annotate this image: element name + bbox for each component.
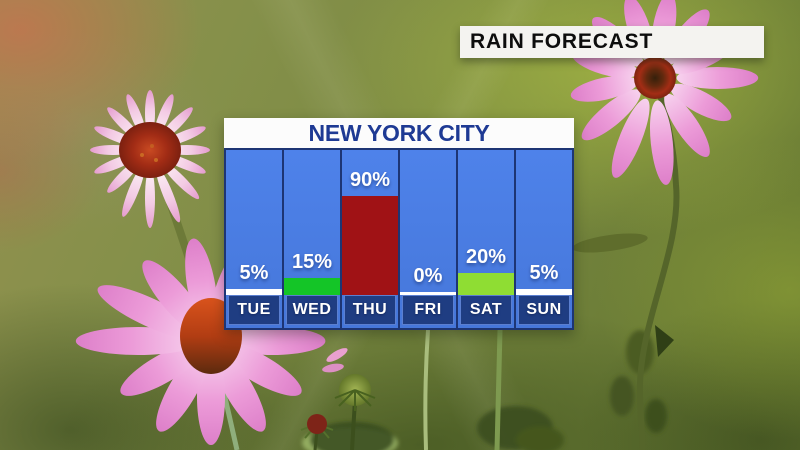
percent-label: 20% (465, 246, 507, 268)
day-label: SAT (469, 301, 503, 318)
day-label-box: TUE (228, 295, 280, 325)
flower-bud (300, 414, 334, 450)
rain-forecast-badge: RAIN FORECAST (460, 26, 764, 58)
bar-area: 5% (516, 150, 572, 295)
forecast-column: 0% FRI (398, 150, 456, 328)
bar-area: 0% (400, 150, 456, 295)
panel-title: NEW YORK CITY (308, 119, 490, 146)
percent-label: 15% (291, 251, 333, 273)
forecast-column: 15% WED (282, 150, 340, 328)
coneflower-top-right (568, 0, 759, 187)
forecast-column: 90% THU (340, 150, 398, 328)
rain-chance-bar (516, 289, 572, 295)
day-label-box: FRI (402, 295, 454, 325)
day-label: TUE (237, 301, 271, 318)
percent-label: 5% (239, 262, 269, 284)
leafy-stem (494, 329, 503, 450)
day-label: WED (292, 301, 332, 318)
panel-header: NEW YORK CITY (224, 118, 574, 148)
day-label-box: SAT (460, 295, 512, 325)
forecast-column: 5% SUN (514, 150, 572, 328)
day-label-box: SUN (518, 295, 570, 325)
bar-area: 15% (284, 150, 340, 295)
percent-label: 90% (349, 169, 391, 191)
day-label-box: THU (344, 295, 396, 325)
rain-forecast-label: RAIN FORECAST (470, 30, 654, 53)
percent-label: 5% (529, 262, 559, 284)
forecast-columns: 5% TUE 15% WED 90% THU 0% FRI 20% SAT 5% SUN (224, 148, 574, 330)
percent-label: 0% (413, 265, 443, 287)
rain-chance-bar (284, 278, 340, 295)
day-label: THU (352, 301, 388, 318)
bar-area: 20% (458, 150, 514, 295)
seedhead (322, 348, 376, 450)
day-label-box: WED (286, 295, 338, 325)
bar-area: 90% (342, 150, 398, 295)
rain-chance-bar (458, 273, 514, 295)
bar-area: 5% (226, 150, 282, 295)
rain-chance-bar (342, 196, 398, 295)
pale-stem (423, 329, 430, 450)
forecast-column: 5% TUE (226, 150, 282, 328)
rain-chance-bar (226, 289, 282, 295)
rain-chance-bar (400, 292, 456, 295)
day-label: SUN (526, 301, 562, 318)
day-label: FRI (414, 301, 442, 318)
forecast-panel: NEW YORK CITY 5% TUE 15% WED 90% THU 0% FRI 20% S… (224, 118, 574, 330)
forecast-column: 20% SAT (456, 150, 514, 328)
